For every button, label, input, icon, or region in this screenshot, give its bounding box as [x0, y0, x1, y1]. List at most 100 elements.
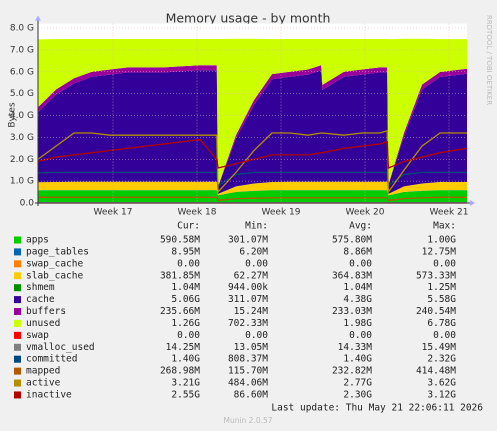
legend-cur: 1.40G: [171, 354, 200, 365]
x-tick-label: Week 18: [178, 208, 217, 218]
legend-avg: 2.30G: [343, 389, 372, 400]
legend-cur: 235.66M: [160, 306, 200, 317]
legend-max: 0.00: [433, 330, 456, 341]
legend-swatch: [14, 284, 21, 292]
x-tick-label: Week 17: [94, 208, 133, 218]
legend-max: 1.00G: [427, 235, 456, 246]
legend-min: 13.05M: [234, 342, 269, 353]
line-mapped: [38, 196, 467, 202]
legend-label: buffers: [26, 306, 66, 317]
legend-avg: 8.86M: [343, 246, 372, 257]
legend: Cur: Min: Avg: Max: apps 590.58M 301.07M 575.80…: [14, 221, 457, 400]
legend-max: 0.00: [433, 258, 456, 269]
legend-swatch: [14, 236, 21, 244]
legend-avg: 233.03M: [332, 306, 372, 317]
legend-max: 573.33M: [416, 270, 456, 281]
legend-swatch: [14, 272, 21, 280]
area-apps: [38, 190, 467, 203]
legend-swatch: [14, 379, 21, 387]
legend-avg: 2.77G: [343, 378, 372, 389]
legend-avg: 0.00: [349, 330, 372, 341]
legend-avg: 575.80M: [332, 235, 372, 246]
legend-label: committed: [26, 354, 77, 365]
legend-avg: 14.33M: [338, 342, 373, 353]
legend-max: 414.48M: [416, 366, 456, 377]
column-header: Max:: [433, 221, 456, 232]
legend-label: apps: [26, 235, 49, 246]
legend-label: cache: [26, 294, 55, 305]
legend-swatch: [14, 296, 21, 304]
legend-swatch: [14, 355, 21, 363]
legend-min: 311.07M: [228, 294, 268, 305]
area-cache: [38, 70, 467, 194]
legend-min: 6.20M: [239, 246, 268, 257]
y-tick-label: 6.0 G: [10, 67, 34, 77]
last-update: Last update: Thu May 21 22:06:11 2026: [271, 403, 483, 414]
legend-min: 944.00k: [228, 282, 268, 293]
legend-cur: 381.85M: [160, 270, 200, 281]
legend-cur: 0.00: [177, 330, 200, 341]
legend-avg: 364.83M: [332, 270, 372, 281]
legend-cur: 14.25M: [166, 342, 201, 353]
legend-label: slab_cache: [26, 270, 83, 281]
legend-min: 484.06M: [228, 378, 268, 389]
column-header: Cur:: [177, 221, 200, 232]
area-unused: [38, 38, 467, 187]
legend-min: 15.24M: [234, 306, 269, 317]
legend-avg: 1.04M: [343, 282, 372, 293]
legend-max: 3.62G: [427, 378, 456, 389]
legend-max: 15.49M: [422, 342, 457, 353]
legend-label: mapped: [26, 366, 60, 377]
legend-max: 12.75M: [422, 246, 457, 257]
legend-avg: 1.40G: [343, 354, 372, 365]
legend-swatch: [14, 319, 21, 327]
y-axis-arrow: [35, 15, 41, 21]
legend-min: 702.33M: [228, 318, 268, 329]
legend-avg: 0.00: [349, 258, 372, 269]
y-tick-label: 8.0 G: [10, 24, 34, 34]
legend-min: 62.27M: [234, 270, 269, 281]
legend-cur: 1.26G: [171, 318, 200, 329]
legend-min: 115.70M: [228, 366, 268, 377]
x-axis-arrow: [470, 200, 475, 206]
column-header: Avg:: [349, 221, 372, 232]
legend-label: unused: [26, 318, 60, 329]
legend-cur: 2.55G: [171, 389, 200, 400]
legend-label: vmalloc_used: [26, 342, 95, 353]
legend-max: 6.78G: [427, 318, 456, 329]
legend-label: active: [26, 378, 61, 389]
legend-swatch: [14, 391, 21, 399]
legend-max: 5.58G: [427, 294, 456, 305]
legend-min: 0.00: [245, 258, 268, 269]
legend-max: 2.32G: [427, 354, 456, 365]
legend-cur: 1.04M: [171, 282, 200, 293]
legend-max: 1.25M: [427, 282, 456, 293]
legend-swatch: [14, 367, 21, 375]
y-axis-label: Bytes: [8, 102, 18, 128]
legend-swatch: [14, 248, 21, 256]
legend-label: swap: [26, 330, 49, 341]
legend-cur: 268.98M: [160, 366, 200, 377]
legend-cur: 590.58M: [160, 235, 200, 246]
legend-min: 0.00: [245, 330, 268, 341]
legend-avg: 1.98G: [343, 318, 372, 329]
legend-avg: 4.38G: [343, 294, 372, 305]
legend-cur: 0.00: [177, 258, 200, 269]
legend-min: 86.60M: [234, 389, 269, 400]
legend-label: shmem: [26, 282, 55, 293]
legend-label: swap_cache: [26, 258, 83, 269]
legend-max: 240.54M: [416, 306, 456, 317]
x-tick-label: Week 19: [262, 208, 301, 218]
legend-avg: 232.82M: [332, 366, 372, 377]
column-header: Min:: [245, 221, 268, 232]
legend-swatch: [14, 260, 21, 268]
legend-min: 301.07M: [228, 235, 268, 246]
y-tick-label: 4.0 G: [10, 111, 34, 121]
legend-max: 3.12G: [427, 389, 456, 400]
y-tick-label: 3.0 G: [10, 133, 34, 143]
legend-cur: 8.95M: [171, 246, 200, 257]
legend-swatch: [14, 308, 21, 316]
legend-min: 808.37M: [228, 354, 268, 365]
